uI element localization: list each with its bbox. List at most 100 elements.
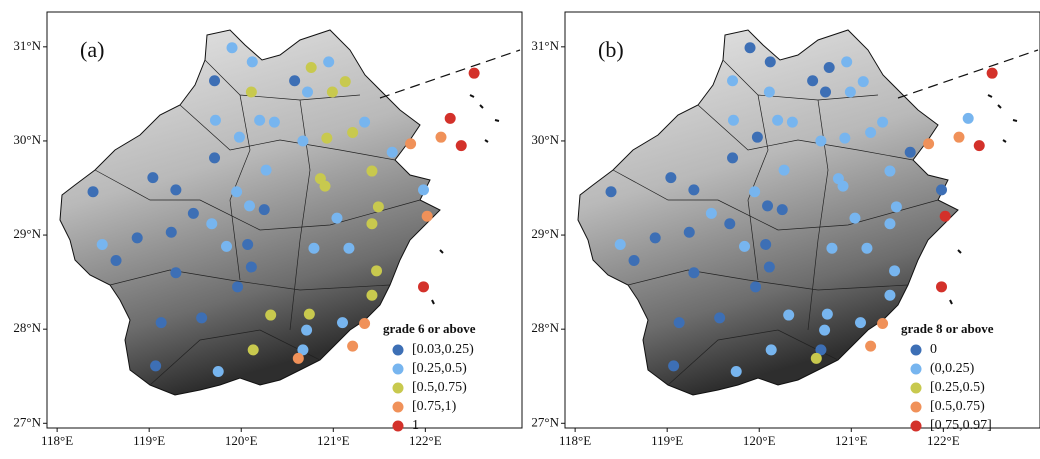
station-point: [156, 317, 167, 328]
station-point: [877, 318, 888, 329]
station-point: [359, 318, 370, 329]
station-point: [688, 184, 699, 195]
station-point: [815, 135, 826, 146]
station-point: [787, 117, 798, 128]
station-point: [254, 115, 265, 126]
station-point: [337, 317, 348, 328]
station-point: [779, 165, 790, 176]
station-point: [765, 56, 776, 67]
station-point: [209, 152, 220, 163]
station-point: [668, 360, 679, 371]
station-point: [170, 267, 181, 278]
legend-swatch: [911, 421, 922, 432]
station-point: [422, 211, 433, 222]
station-point: [849, 213, 860, 224]
station-point: [745, 42, 756, 53]
legend-swatch: [911, 383, 922, 394]
station-point: [418, 184, 429, 195]
x-tick-label: 120°E: [225, 433, 258, 448]
station-point: [347, 127, 358, 138]
station-point: [861, 243, 872, 254]
station-point: [132, 232, 143, 243]
station-point: [221, 241, 232, 252]
station-point: [320, 181, 331, 192]
legend-label: (0,0.25): [930, 361, 975, 376]
station-point: [727, 75, 738, 86]
station-point: [731, 366, 742, 377]
y-tick-label: 29°N: [13, 226, 41, 241]
station-point: [323, 56, 334, 67]
legend-label: 1: [412, 418, 419, 433]
station-point: [615, 239, 626, 250]
x-tick-label: 122°E: [409, 433, 442, 448]
legend-swatch: [393, 345, 404, 356]
station-point: [343, 243, 354, 254]
station-point: [855, 317, 866, 328]
station-point: [359, 117, 370, 128]
station-point: [839, 133, 850, 144]
legend-swatch: [393, 364, 404, 375]
station-point: [327, 87, 338, 98]
station-point: [783, 310, 794, 321]
station-point: [764, 262, 775, 273]
station-point: [246, 87, 257, 98]
station-point: [373, 201, 384, 212]
station-point: [321, 133, 332, 144]
station-point: [456, 140, 467, 151]
station-point: [347, 341, 358, 352]
station-point: [819, 325, 830, 336]
station-point: [304, 309, 315, 320]
figure: 118°E119°E120°E121°E122°E27°N28°N29°N30°…: [0, 0, 1040, 459]
x-tick-label: 118°E: [559, 433, 591, 448]
station-point: [209, 75, 220, 86]
y-tick-label: 30°N: [531, 132, 559, 147]
station-point: [387, 147, 398, 158]
legend-label: [0.25,0.5): [930, 380, 985, 395]
station-point: [331, 213, 342, 224]
station-point: [766, 344, 777, 355]
station-point: [445, 113, 456, 124]
station-point: [166, 227, 177, 238]
station-point: [469, 68, 480, 79]
legend-swatch: [911, 364, 922, 375]
station-point: [841, 56, 852, 67]
station-point: [265, 310, 276, 321]
station-point: [308, 243, 319, 254]
station-point: [210, 115, 221, 126]
station-point: [650, 232, 661, 243]
station-point: [936, 281, 947, 292]
station-point: [750, 281, 761, 292]
station-point: [366, 166, 377, 177]
legend-swatch: [393, 383, 404, 394]
station-point: [865, 127, 876, 138]
y-tick-label: 28°N: [13, 320, 41, 335]
legend-label: [0.03,0.25): [412, 342, 474, 357]
map-b: [578, 30, 1038, 395]
station-point: [227, 42, 238, 53]
y-tick-label: 27°N: [13, 414, 41, 429]
station-point: [234, 132, 245, 143]
y-tick-label: 29°N: [531, 226, 559, 241]
legend-label: [0.75,1): [412, 399, 457, 414]
station-point: [147, 172, 158, 183]
station-point: [706, 208, 717, 219]
x-tick-label: 122°E: [927, 433, 960, 448]
station-point: [724, 218, 735, 229]
station-point: [905, 147, 916, 158]
station-point: [435, 132, 446, 143]
station-point: [714, 312, 725, 323]
legend-swatch: [911, 402, 922, 413]
station-point: [826, 243, 837, 254]
station-point: [884, 290, 895, 301]
station-point: [923, 138, 934, 149]
x-tick-label: 120°E: [743, 433, 776, 448]
station-point: [987, 68, 998, 79]
y-tick-label: 28°N: [531, 320, 559, 335]
station-point: [302, 87, 313, 98]
y-tick-label: 27°N: [531, 414, 559, 429]
station-point: [261, 165, 272, 176]
station-point: [247, 56, 258, 67]
station-point: [727, 152, 738, 163]
legend-swatch: [911, 345, 922, 356]
station-point: [665, 172, 676, 183]
